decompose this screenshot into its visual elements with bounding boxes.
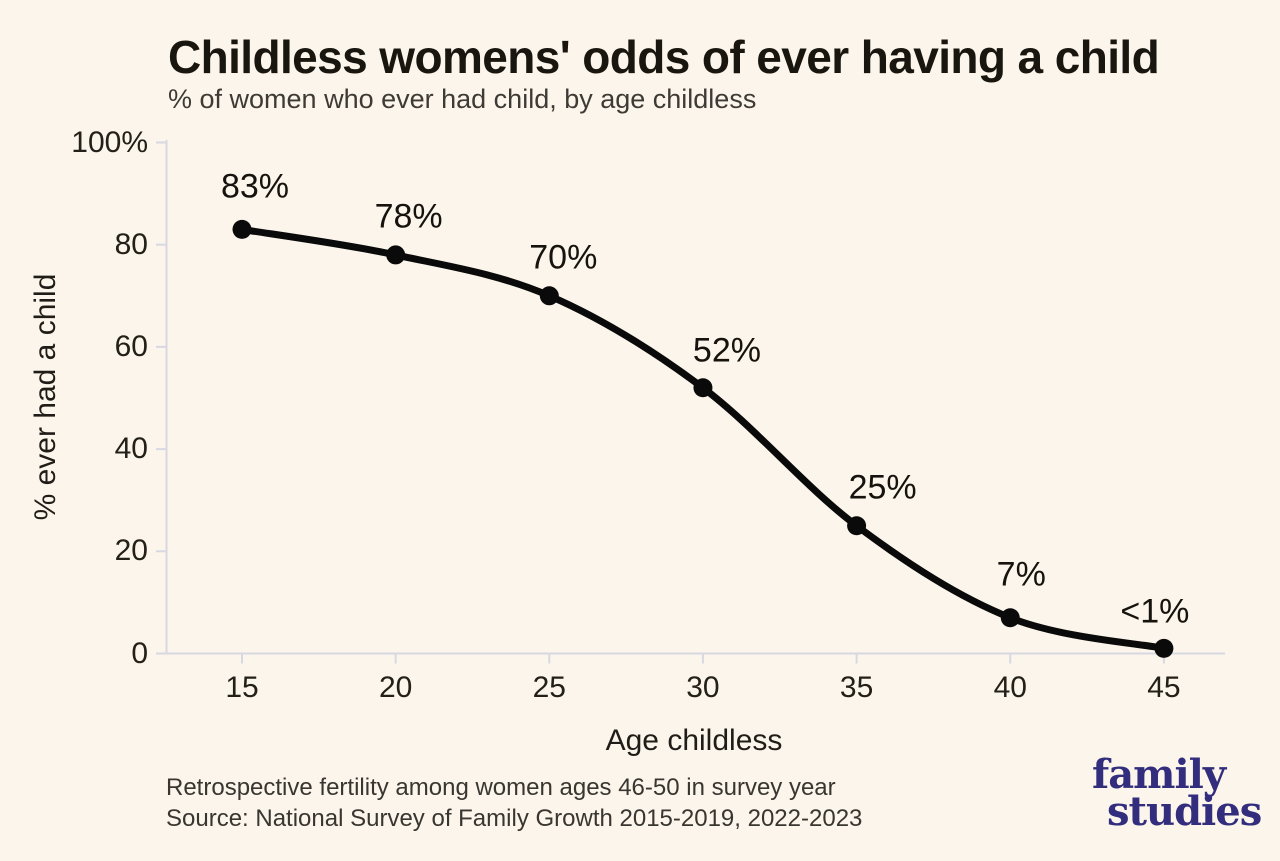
data-point	[693, 378, 713, 398]
data-point	[386, 245, 406, 265]
data-point	[539, 286, 559, 306]
footnote-line1: Retrospective fertility among women ages…	[166, 774, 836, 801]
logo-word-family: family	[1092, 751, 1226, 798]
data-point	[1154, 638, 1174, 658]
footnote: Retrospective fertility among women ages…	[166, 772, 862, 834]
data-point	[232, 219, 252, 239]
data-point	[1000, 608, 1020, 628]
footnote-line2: Source: National Survey of Family Growth…	[166, 805, 863, 832]
data-point	[847, 516, 867, 536]
x-axis-title: Age childless	[605, 724, 783, 757]
page-subtitle: % of women who ever had child, by age ch…	[168, 84, 757, 114]
family-studies-logo: family studies	[1088, 751, 1262, 835]
logo-word-studies: studies	[1107, 788, 1262, 835]
trend-line	[238, 225, 1168, 652]
page-title: Childless womens' odds of ever having a …	[168, 31, 1160, 83]
y-axis-title: % ever had a child	[29, 273, 62, 521]
